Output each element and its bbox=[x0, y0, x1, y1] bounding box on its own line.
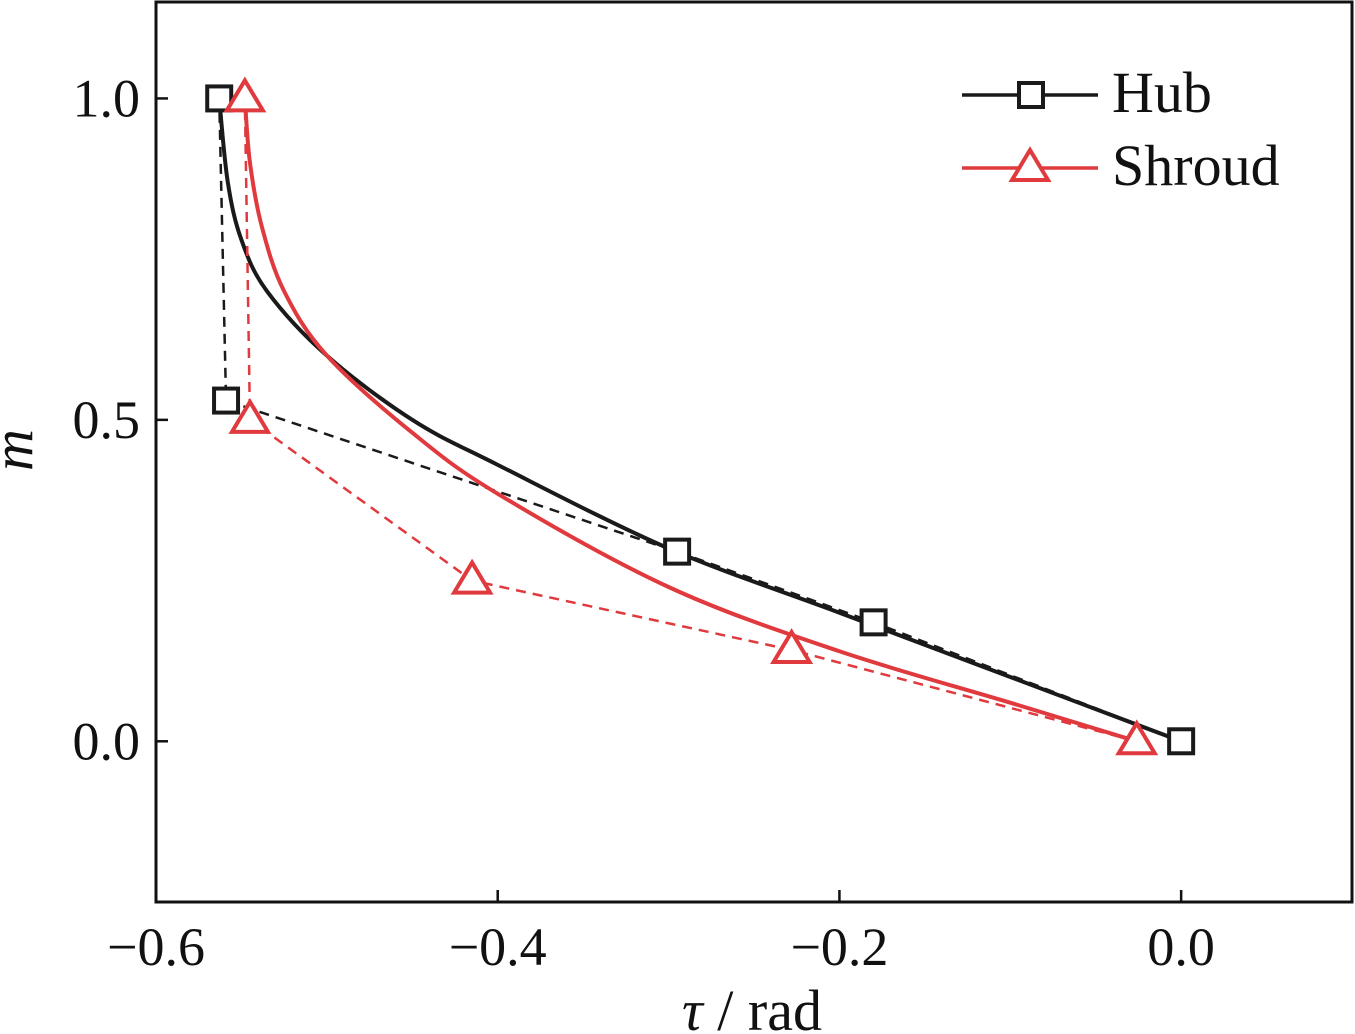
legend-hub-square-marker bbox=[1017, 81, 1045, 109]
x-tick-label: −0.4 bbox=[449, 917, 547, 977]
shroud-triangle-marker bbox=[228, 397, 272, 434]
x-axis-unit: / rad bbox=[703, 978, 822, 1034]
y-axis-title: m bbox=[0, 429, 45, 471]
axis-ticks: −0.6 −0.4 −0.2 0.0 0.0 0.5 1.0 bbox=[73, 68, 1215, 977]
hub-square-marker bbox=[859, 608, 888, 637]
y-tick-label: 1.0 bbox=[73, 68, 141, 128]
plot-frame bbox=[154, 0, 1354, 904]
shroud-triangle-marker bbox=[450, 558, 494, 595]
x-axis-symbol: τ bbox=[682, 978, 705, 1034]
shroud-curve bbox=[242, 98, 1138, 744]
shroud-triangle-marker bbox=[223, 76, 267, 113]
y-tick-label: 0.5 bbox=[73, 390, 141, 450]
hub-square-marker bbox=[1167, 727, 1196, 756]
shroud-triangle-marker bbox=[770, 628, 814, 664]
shroud-triangle-marker bbox=[1115, 719, 1159, 756]
legend: Hub Shroud bbox=[962, 60, 1280, 198]
legend-shroud-label: Shroud bbox=[1112, 133, 1280, 198]
y-tick-label: 0.0 bbox=[73, 711, 141, 771]
x-axis-title: τ / rad bbox=[682, 978, 822, 1034]
hub-square-marker bbox=[663, 537, 692, 566]
x-tick-label: −0.2 bbox=[790, 917, 888, 977]
x-tick-label: −0.6 bbox=[107, 917, 205, 977]
x-tick-label: 0.0 bbox=[1147, 917, 1215, 977]
shroud-control-polygon bbox=[243, 98, 1138, 743]
hub-control-polygon bbox=[217, 98, 1182, 743]
hub-curve bbox=[217, 98, 1182, 744]
hub-square-marker bbox=[212, 386, 241, 415]
legend-shroud-triangle-marker bbox=[1008, 146, 1052, 182]
legend-hub-label: Hub bbox=[1112, 60, 1212, 125]
plot-area bbox=[205, 76, 1196, 756]
